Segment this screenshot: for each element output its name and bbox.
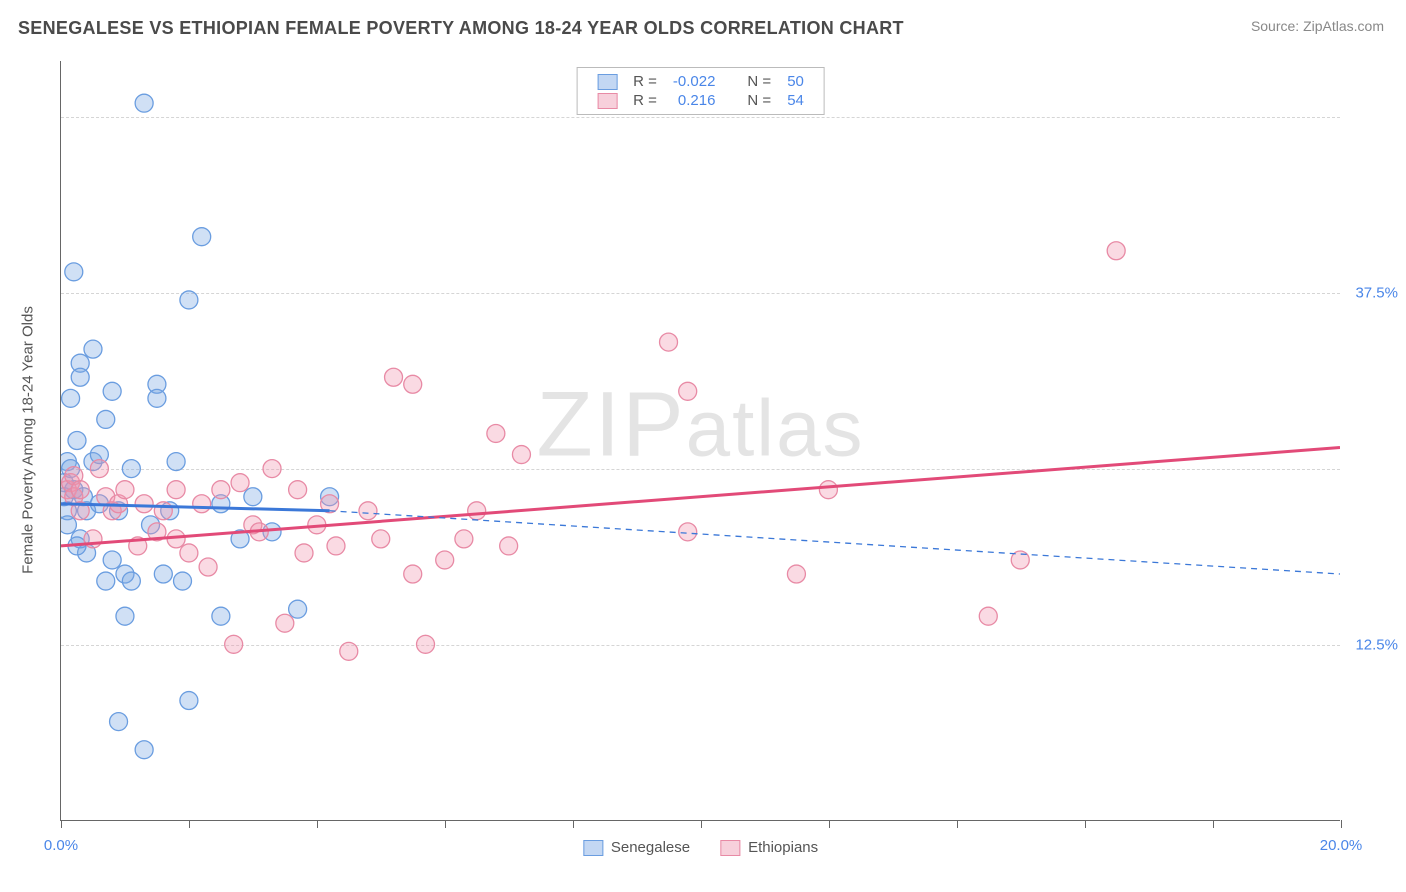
n-label-2: N = <box>739 91 779 110</box>
xtick-label: 0.0% <box>44 837 78 854</box>
xtick <box>189 820 190 828</box>
ethiopians-label: Ethiopians <box>748 839 818 856</box>
ethiopians-n: 54 <box>779 91 812 110</box>
ytick-label: 12.5% <box>1355 637 1398 654</box>
xtick <box>445 820 446 828</box>
plot-container: Female Poverty Among 18-24 Year Olds ZIP… <box>48 55 1388 825</box>
xtick <box>1213 820 1214 828</box>
swatch-ethiopians <box>597 93 617 109</box>
r-label: R = <box>625 72 665 91</box>
xtick <box>61 820 62 828</box>
senegalese-r: -0.022 <box>665 72 724 91</box>
senegalese-label: Senegalese <box>611 839 690 856</box>
ytick-label: 37.5% <box>1355 285 1398 302</box>
swatch-senegalese-bottom <box>583 840 603 856</box>
correlation-legend: R = -0.022 N = 50 R = 0.216 N = 54 <box>576 67 825 115</box>
xtick <box>573 820 574 828</box>
chart-svg <box>61 61 1340 820</box>
senegalese-n: 50 <box>779 72 812 91</box>
ethiopians-r: 0.216 <box>665 91 724 110</box>
swatch-senegalese <box>597 74 617 90</box>
r-label-2: R = <box>625 91 665 110</box>
xtick <box>1341 820 1342 828</box>
bottom-legend: Senegalese Ethiopians <box>583 839 818 856</box>
source-label: Source: ZipAtlas.com <box>1251 18 1384 34</box>
swatch-ethiopians-bottom <box>720 840 740 856</box>
xtick-label: 20.0% <box>1320 837 1363 854</box>
y-axis-label: Female Poverty Among 18-24 Year Olds <box>20 306 37 574</box>
xtick <box>829 820 830 828</box>
xtick <box>957 820 958 828</box>
xtick <box>317 820 318 828</box>
chart-title: SENEGALESE VS ETHIOPIAN FEMALE POVERTY A… <box>18 18 904 39</box>
xtick <box>1085 820 1086 828</box>
xtick <box>701 820 702 828</box>
plot-area: ZIPatlas R = -0.022 N = 50 R = 0.216 N = <box>60 61 1340 821</box>
n-label: N = <box>739 72 779 91</box>
